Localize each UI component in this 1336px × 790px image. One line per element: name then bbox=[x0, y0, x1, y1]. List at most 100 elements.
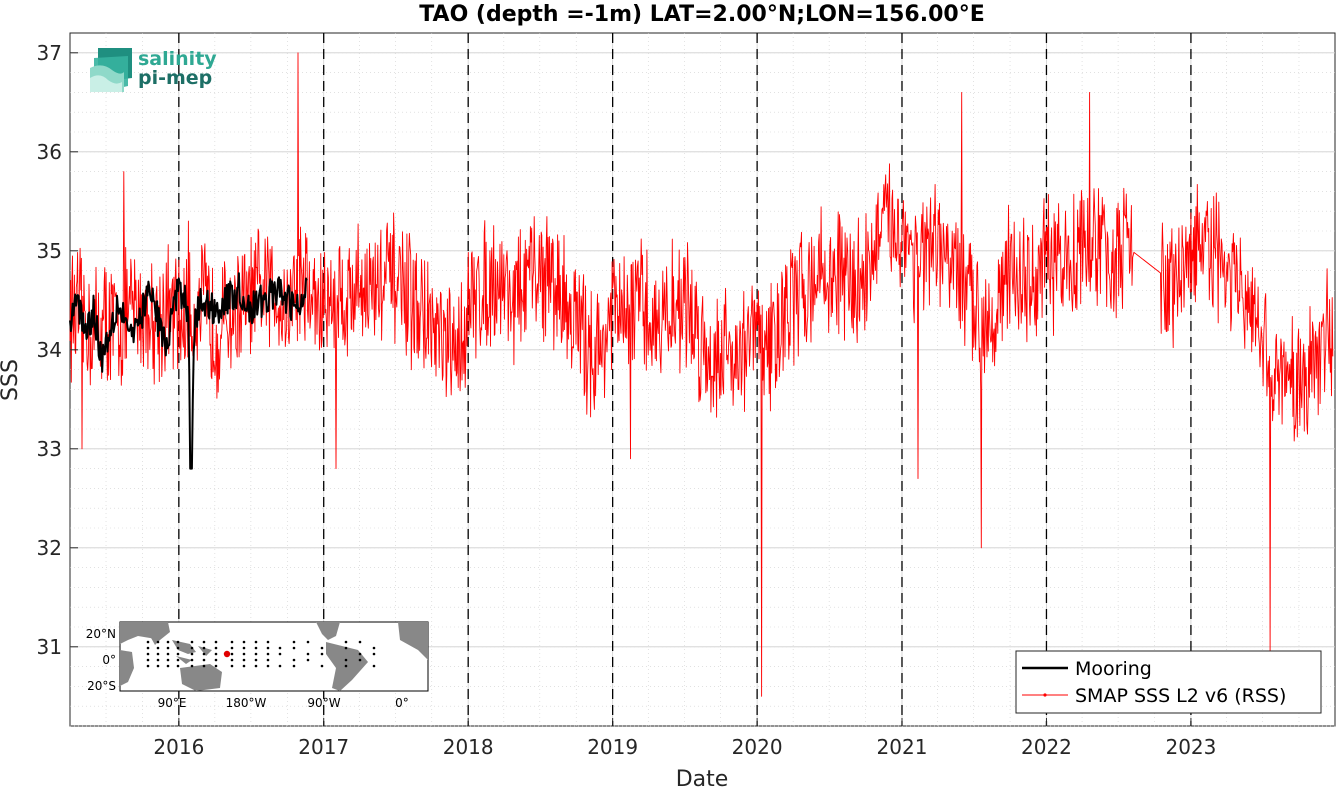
series-line-smap bbox=[69, 52, 1334, 697]
mooring-dot bbox=[254, 640, 258, 644]
mooring-dot bbox=[358, 640, 362, 644]
logo-line2: pi-mep bbox=[138, 67, 212, 89]
mooring-dot bbox=[230, 664, 234, 668]
mooring-dot bbox=[190, 652, 194, 656]
mooring-dot bbox=[166, 652, 170, 656]
mooring-dot bbox=[202, 646, 206, 650]
x-axis: 2016 2017 2018 2019 2020 2021 2022 2023 bbox=[153, 718, 1216, 759]
mooring-dot bbox=[190, 640, 194, 644]
mooring-dot bbox=[230, 652, 234, 656]
legend-label-mooring: Mooring bbox=[1075, 658, 1152, 680]
legend: Mooring SMAP SSS L2 v6 (RSS) bbox=[1015, 650, 1322, 714]
y-tick-label: 37 bbox=[37, 41, 62, 65]
mooring-dot bbox=[266, 658, 270, 662]
mooring-dot bbox=[344, 646, 348, 650]
mooring-dot bbox=[306, 652, 310, 656]
africa-landmass bbox=[120, 650, 134, 686]
mooring-dot bbox=[266, 664, 270, 668]
mooring-dot bbox=[166, 646, 170, 650]
mooring-dot bbox=[242, 664, 246, 668]
map-lat-label-north: 20°N bbox=[86, 627, 116, 641]
mooring-dot bbox=[202, 658, 206, 662]
y-tick-label: 33 bbox=[37, 437, 62, 461]
x-tick-label: 2022 bbox=[1021, 735, 1072, 759]
mooring-dot bbox=[190, 658, 194, 662]
mooring-dot bbox=[166, 640, 170, 644]
mooring-dot bbox=[146, 658, 150, 662]
mooring-dot bbox=[344, 640, 348, 644]
mooring-dot bbox=[202, 664, 206, 668]
plot-area bbox=[69, 32, 1336, 727]
x-tick-label: 2021 bbox=[877, 735, 928, 759]
x-tick-label: 2019 bbox=[587, 735, 638, 759]
mooring-dot bbox=[156, 640, 160, 644]
mooring-dot bbox=[166, 664, 170, 668]
mooring-dot bbox=[202, 640, 206, 644]
mooring-dot bbox=[214, 658, 218, 662]
mooring-dot bbox=[242, 658, 246, 662]
mooring-dot bbox=[190, 646, 194, 650]
mooring-dot bbox=[266, 640, 270, 644]
mooring-dot bbox=[156, 658, 160, 662]
mooring-dot bbox=[254, 658, 258, 662]
mooring-dot bbox=[358, 658, 362, 662]
y-tick-label: 32 bbox=[37, 536, 62, 560]
map-lon-label-0: 0° bbox=[395, 696, 409, 710]
mooring-dot bbox=[214, 664, 218, 668]
chart-title: TAO (depth =-1m) LAT=2.00°N;LON=156.00°E bbox=[419, 2, 984, 27]
mooring-dot bbox=[320, 646, 324, 650]
y-tick-label: 36 bbox=[37, 140, 62, 164]
legend-marker-smap bbox=[1043, 693, 1047, 697]
mooring-dot bbox=[176, 640, 180, 644]
x-axis-label: Date bbox=[676, 767, 729, 790]
series-layer bbox=[69, 52, 1334, 697]
mooring-dot bbox=[156, 646, 160, 650]
mooring-dot bbox=[306, 640, 310, 644]
mooring-dot bbox=[292, 646, 296, 650]
x-tick-label: 2020 bbox=[732, 735, 783, 759]
mooring-dot bbox=[344, 658, 348, 662]
mooring-dot bbox=[292, 664, 296, 668]
mooring-dot bbox=[278, 646, 282, 650]
x-tick-label: 2016 bbox=[153, 735, 204, 759]
mooring-dot bbox=[358, 652, 362, 656]
mooring-dot bbox=[292, 658, 296, 662]
mooring-dot bbox=[146, 664, 150, 668]
map-lon-label-180w: 180°W bbox=[226, 696, 267, 710]
mooring-dot bbox=[190, 664, 194, 668]
y-tick-label: 31 bbox=[37, 635, 62, 659]
mooring-dot bbox=[292, 640, 296, 644]
mooring-dot bbox=[372, 664, 376, 668]
map-lon-label-90w: 90°W bbox=[307, 696, 340, 710]
mooring-dot bbox=[278, 652, 282, 656]
maritime-continent bbox=[172, 640, 212, 664]
mooring-dot bbox=[176, 664, 180, 668]
mooring-dot bbox=[214, 652, 218, 656]
mooring-dot bbox=[278, 664, 282, 668]
mooring-dot bbox=[320, 652, 324, 656]
legend-label-smap: SMAP SSS L2 v6 (RSS) bbox=[1075, 685, 1286, 707]
map-lat-label-equator: 0° bbox=[102, 653, 116, 667]
salinity-pi-mep-logo: salinity pi-mep bbox=[90, 48, 217, 92]
y-tick-label: 35 bbox=[37, 239, 62, 263]
mooring-dot bbox=[306, 658, 310, 662]
mooring-dot bbox=[146, 652, 150, 656]
x-tick-label: 2017 bbox=[298, 735, 349, 759]
mooring-dot bbox=[254, 646, 258, 650]
mooring-dot bbox=[254, 664, 258, 668]
mooring-dot bbox=[214, 646, 218, 650]
mooring-dot bbox=[266, 646, 270, 650]
americas-landmass bbox=[316, 622, 368, 691]
inset-map: 20°N 0° 20°S 90°E 180°W 90°W 0° bbox=[86, 621, 429, 710]
wave-layers-icon bbox=[90, 48, 132, 92]
west-africa-landmass bbox=[398, 622, 428, 660]
mooring-dot bbox=[176, 658, 180, 662]
mooring-dot bbox=[230, 640, 234, 644]
mooring-dot bbox=[242, 652, 246, 656]
x-tick-label: 2023 bbox=[1165, 735, 1216, 759]
mooring-dot bbox=[176, 646, 180, 650]
selected-mooring-marker bbox=[223, 650, 231, 658]
mooring-dot bbox=[320, 664, 324, 668]
year-boundary-lines bbox=[178, 33, 1192, 726]
